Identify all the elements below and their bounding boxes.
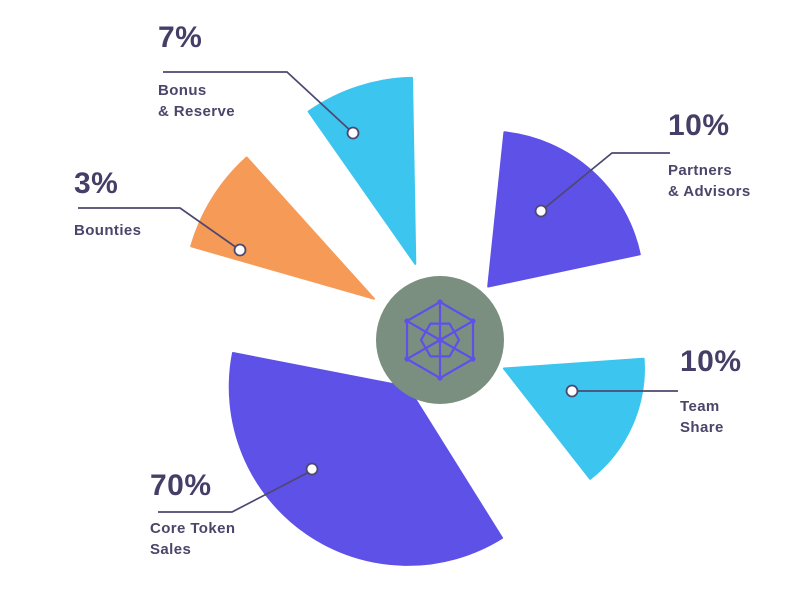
callout-partners-advisors: 10% Partners & Advisors (668, 108, 751, 202)
bounties-label: Bounties (74, 222, 142, 239)
pie-slice-bonus-reserve (307, 76, 417, 265)
anchor-dot-partners-advisors (534, 204, 548, 218)
partners-advisors-label: Partners & Advisors (668, 162, 751, 200)
pie-slice-bounties (190, 156, 375, 300)
partners-advisors-percentage: 10% (668, 109, 730, 142)
bounties-percentage: 3% (74, 167, 119, 200)
anchor-dot-bonus-reserve (346, 126, 360, 140)
center-emblem (376, 276, 504, 404)
callout-lines (78, 71, 678, 513)
anchor-dot-core-token-sales (305, 462, 319, 476)
pie-slice-partners-advisors (487, 131, 641, 288)
bonus-reserve-percentage: 7% (158, 21, 203, 54)
leader-line-partners-advisors (540, 152, 670, 212)
callout-dots (233, 126, 579, 476)
anchor-dot-team-share (565, 384, 579, 398)
core-token-sales-percentage: 70% (150, 469, 212, 502)
callout-bonus-reserve: 7% Bonus & Reserve (158, 20, 235, 122)
leader-line-bonus-reserve (163, 71, 354, 134)
anchor-dot-bounties (233, 243, 247, 257)
pie-slice-team-share (502, 357, 645, 480)
hexagon-logo-icon (404, 299, 476, 381)
callout-core-token-sales: 70% Core Token Sales (150, 468, 235, 560)
pie-slice-core-token-sales (228, 352, 503, 566)
leader-line-bounties (78, 207, 238, 249)
leader-line-core-token-sales (158, 470, 312, 513)
bonus-reserve-label: Bonus & Reserve (158, 82, 235, 120)
callout-bounties: 3% Bounties (74, 166, 141, 241)
team-share-percentage: 10% (680, 345, 742, 378)
core-token-sales-label: Core Token Sales (150, 520, 236, 558)
pie-slices (190, 76, 645, 566)
callout-team-share: 10% Team Share (680, 344, 742, 438)
team-share-label: Team Share (680, 398, 724, 436)
